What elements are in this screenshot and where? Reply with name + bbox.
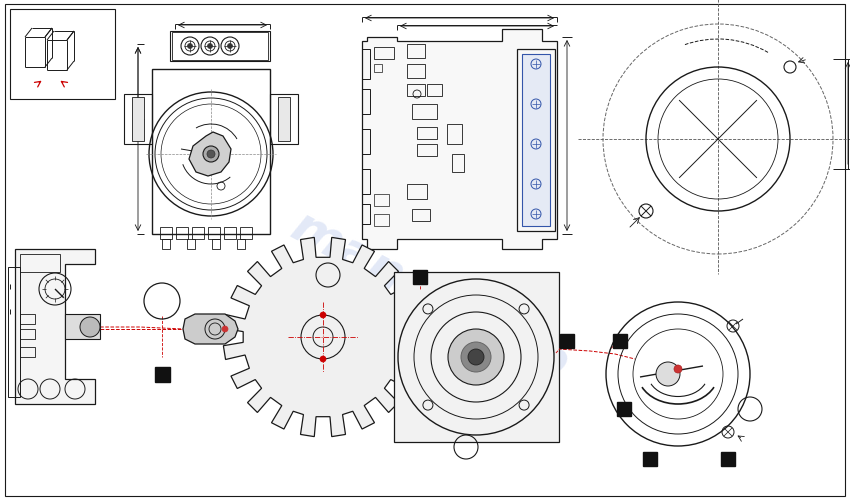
Bar	[224, 227, 236, 239]
Circle shape	[203, 147, 219, 163]
Bar	[522, 55, 550, 226]
Bar	[240, 227, 252, 239]
Bar	[212, 239, 220, 249]
Bar	[176, 227, 188, 239]
Bar	[407, 45, 425, 59]
Text: manualslib: manualslib	[283, 201, 577, 388]
Bar	[187, 239, 195, 249]
Bar	[20, 329, 35, 339]
Circle shape	[656, 362, 680, 386]
Circle shape	[448, 329, 504, 385]
Polygon shape	[189, 133, 231, 177]
Bar	[417, 128, 437, 140]
Bar	[65, 314, 100, 339]
Circle shape	[228, 45, 233, 50]
Bar	[270, 95, 298, 145]
Bar	[407, 185, 427, 199]
Circle shape	[320, 356, 326, 362]
Bar	[412, 209, 430, 221]
Bar	[613, 334, 627, 348]
Circle shape	[207, 45, 212, 50]
Bar	[132, 98, 144, 142]
Circle shape	[222, 326, 228, 332]
Circle shape	[468, 349, 484, 365]
Bar	[162, 239, 170, 249]
Bar	[447, 125, 462, 145]
Bar	[362, 170, 370, 194]
Bar	[374, 194, 389, 206]
Bar	[208, 227, 220, 239]
Bar	[517, 50, 555, 231]
Polygon shape	[183, 314, 238, 344]
Bar	[20, 255, 60, 273]
Bar	[362, 204, 370, 224]
Bar	[643, 452, 657, 466]
Bar	[407, 85, 425, 97]
Bar	[560, 334, 574, 348]
Polygon shape	[15, 249, 95, 404]
Circle shape	[80, 317, 100, 337]
Bar	[8, 268, 20, 397]
Bar	[374, 65, 382, 73]
Bar	[362, 130, 370, 155]
Bar	[20, 347, 35, 357]
Bar	[721, 452, 735, 466]
Text: .com: .com	[440, 334, 559, 424]
Circle shape	[674, 365, 682, 373]
Bar	[362, 90, 370, 115]
Circle shape	[461, 342, 491, 372]
Bar	[160, 227, 172, 239]
Bar	[237, 239, 245, 249]
Bar	[172, 33, 268, 61]
Bar	[413, 271, 427, 285]
Bar	[417, 145, 437, 157]
Bar	[155, 367, 169, 382]
Bar	[412, 105, 437, 120]
Bar	[617, 402, 631, 416]
Polygon shape	[362, 30, 557, 249]
Circle shape	[320, 313, 326, 318]
Bar	[452, 155, 464, 173]
Bar	[170, 32, 270, 62]
Bar	[407, 65, 425, 79]
Bar	[152, 70, 270, 234]
Bar	[124, 95, 152, 145]
Bar	[192, 227, 204, 239]
Bar	[10, 10, 115, 100]
Bar	[374, 214, 389, 226]
Circle shape	[188, 45, 192, 50]
Circle shape	[207, 151, 215, 159]
Bar	[374, 48, 394, 60]
Bar	[20, 314, 35, 324]
Bar	[362, 50, 370, 80]
Bar	[278, 98, 290, 142]
Polygon shape	[224, 238, 422, 437]
Bar	[394, 273, 559, 442]
Bar	[427, 85, 442, 97]
